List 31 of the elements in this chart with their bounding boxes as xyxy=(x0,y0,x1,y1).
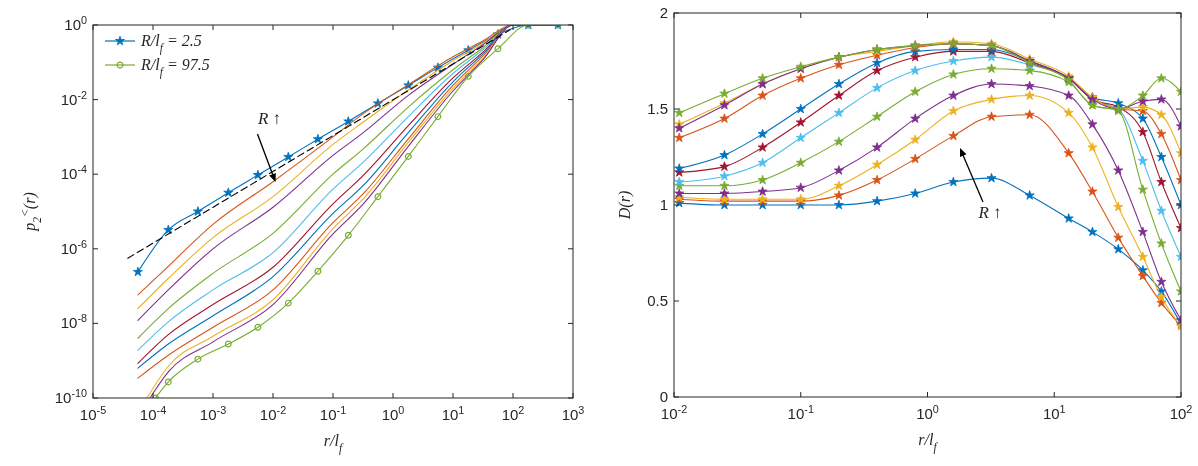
x-tick-label: 10$^{-1}$ xyxy=(319,404,347,423)
annotation: R ↑ xyxy=(977,203,1002,222)
y-tick-label: 10$^{0}$ xyxy=(64,14,87,33)
x-tick-label: 10$^{1}$ xyxy=(441,404,465,423)
y-tick-label: 10$^{-4}$ xyxy=(60,163,87,183)
annotation: R ↑ xyxy=(256,108,282,128)
x-tick-label: 10$^{1}$ xyxy=(1042,403,1066,422)
x-axis-title: r/l$_{f}$ xyxy=(918,431,939,454)
y-tick-label: 10$^{-8}$ xyxy=(60,312,87,332)
y-axis-title: D(r) xyxy=(616,190,634,221)
x-tick-label: 10$^{-3}$ xyxy=(199,404,227,423)
y-tick-label: 1.5 xyxy=(647,100,668,117)
x-axis-title: r/l$_{f}$ xyxy=(323,432,344,455)
legend-label: R/l$_{f}$ = 2.5 xyxy=(140,32,202,55)
x-tick-label: 10$^{0}$ xyxy=(916,403,939,422)
x-tick-label: 10$^{3}$ xyxy=(561,404,585,423)
y-tick-label: 10$^{-6}$ xyxy=(60,237,87,257)
legend-label: R/l$_{f}$ = 97.5 xyxy=(140,56,210,79)
y-tick-label: 2 xyxy=(659,4,668,21)
x-tick-label: 10$^{0}$ xyxy=(381,404,405,423)
y-tick-label: 10$^{-10}$ xyxy=(54,387,87,406)
x-tick-label: 10$^{-4}$ xyxy=(139,404,167,423)
x-tick-label: 10$^{2}$ xyxy=(501,404,525,423)
y-tick-label: 1 xyxy=(659,196,668,213)
x-tick-label: 10$^{-2}$ xyxy=(259,404,287,423)
x-tick-label: 10$^{2}$ xyxy=(1169,403,1193,422)
y-tick-label: 0 xyxy=(659,388,668,405)
y-tick-label: 10$^{-2}$ xyxy=(60,88,87,108)
x-tick-label: 10$^{-5}$ xyxy=(79,404,107,423)
y-tick-label: 0.5 xyxy=(647,292,668,309)
x-tick-label: 10$^{-1}$ xyxy=(787,403,814,422)
